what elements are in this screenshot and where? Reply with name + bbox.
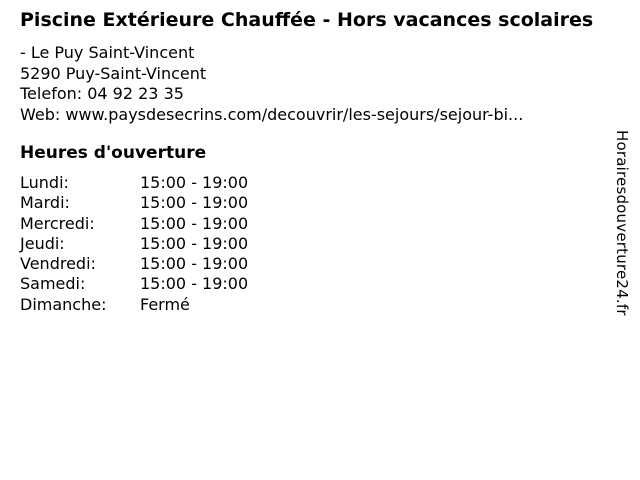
watermark-vertical: Horairesdouverture24.fr (613, 130, 631, 316)
hours-row: Lundi: 15:00 - 19:00 (20, 173, 605, 193)
hours-heading: Heures d'ouverture (20, 143, 207, 163)
business-address: 5290 Puy-Saint-Vincent (20, 63, 207, 83)
business-phone: Telefon: 04 92 23 35 (20, 84, 184, 103)
day-label: Dimanche: (20, 294, 107, 314)
hours-row: Jeudi: 15:00 - 19:00 (20, 234, 605, 254)
day-label: Mardi: (20, 193, 70, 213)
day-label: Samedi: (20, 274, 86, 294)
hours-row: Mercredi: 15:00 - 19:00 (20, 214, 605, 234)
business-location: - Le Puy Saint-Vincent (20, 43, 195, 62)
day-label: Jeudi: (20, 233, 65, 253)
page-title: Piscine Extérieure Chauffée - Hors vacan… (20, 9, 594, 31)
hours-row: Dimanche: Fermé (20, 295, 605, 315)
day-label: Lundi: (20, 173, 69, 192)
day-label: Vendredi: (20, 254, 96, 274)
business-website: Web: www.paysdesecrins.com/decouvrir/les… (20, 104, 524, 124)
time-value: 15:00 - 19:00 (140, 173, 249, 192)
hours-row: Samedi: 15:00 - 19:00 (20, 274, 605, 294)
business-info: - Le Puy Saint-Vincent 5290 Puy-Saint-Vi… (20, 43, 605, 125)
hours-table: Lundi: 15:00 - 19:00 Mardi: 15:00 - 19:0… (20, 173, 605, 315)
time-value: 15:00 - 19:00 (140, 233, 249, 253)
day-label: Mercredi: (20, 213, 95, 233)
time-value: 15:00 - 19:00 (140, 274, 249, 294)
hours-row: Vendredi: 15:00 - 19:00 (20, 254, 605, 274)
main-content: Piscine Extérieure Chauffée - Hors vacan… (20, 0, 605, 315)
time-value: 15:00 - 19:00 (140, 193, 249, 213)
time-value: 15:00 - 19:00 (140, 213, 249, 233)
time-value: 15:00 - 19:00 (140, 254, 249, 274)
hours-row: Mardi: 15:00 - 19:00 (20, 193, 605, 213)
time-value: Fermé (140, 294, 190, 314)
